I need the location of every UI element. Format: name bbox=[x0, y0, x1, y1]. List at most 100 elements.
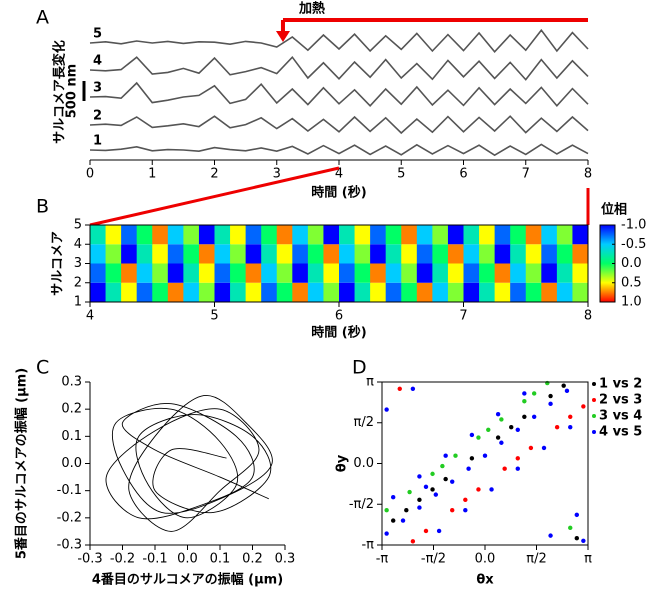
point bbox=[384, 407, 389, 412]
heat-cell bbox=[214, 225, 231, 245]
heat-cell bbox=[183, 225, 200, 245]
heat-cell bbox=[401, 225, 418, 245]
x-tick-label: 3 bbox=[273, 167, 281, 182]
heat-cell bbox=[556, 282, 573, 302]
point bbox=[423, 528, 429, 534]
point bbox=[515, 427, 520, 432]
heat-cell bbox=[167, 263, 184, 283]
point bbox=[499, 440, 504, 445]
heat-cell bbox=[525, 282, 542, 302]
x-tick-label: 5 bbox=[397, 167, 405, 182]
point bbox=[410, 539, 416, 544]
heat-cell bbox=[479, 282, 496, 302]
heat-cell bbox=[152, 244, 169, 264]
heat-cell bbox=[572, 244, 589, 264]
heat-cell bbox=[385, 282, 402, 302]
y-tick-label: 0.1 bbox=[61, 429, 82, 444]
x-axis-title: 時間 (秒) bbox=[311, 325, 366, 341]
heat-cell bbox=[198, 225, 215, 245]
heat-cell bbox=[494, 225, 511, 245]
heat-cell bbox=[354, 282, 371, 302]
point bbox=[463, 507, 468, 513]
x-tick-label: 4 bbox=[335, 167, 343, 182]
heat-cell bbox=[276, 263, 293, 283]
zoom-connector bbox=[89, 166, 340, 227]
heat-cell bbox=[105, 244, 122, 264]
heat-cell bbox=[230, 263, 247, 283]
heat-cell bbox=[198, 282, 215, 302]
heat-cell bbox=[261, 225, 278, 245]
heat-cell bbox=[292, 244, 309, 264]
heat-cell bbox=[261, 263, 278, 283]
legend-marker bbox=[592, 430, 596, 434]
heat-cell bbox=[167, 244, 184, 264]
panel-label: A bbox=[36, 7, 49, 29]
heat-cell bbox=[541, 263, 558, 283]
colorbar-title: 位相 bbox=[601, 202, 627, 218]
annotation: 加熱 bbox=[298, 1, 325, 17]
heat-cell bbox=[183, 244, 200, 264]
x-tick-label: -π bbox=[376, 552, 389, 567]
heat-cell bbox=[432, 263, 449, 283]
heat-cell bbox=[510, 225, 527, 245]
heat-cell bbox=[214, 282, 231, 302]
x-tick-label: 0.3 bbox=[275, 552, 296, 567]
heat-cell bbox=[541, 225, 558, 245]
point bbox=[548, 393, 553, 399]
heat-cell bbox=[416, 225, 433, 245]
heat-cell bbox=[463, 263, 480, 283]
point bbox=[486, 427, 491, 432]
point bbox=[443, 476, 448, 482]
point bbox=[433, 492, 439, 497]
trace bbox=[89, 143, 589, 157]
heat-cell bbox=[307, 282, 324, 302]
heat-cell bbox=[463, 225, 480, 245]
point bbox=[404, 507, 409, 513]
heat-cell bbox=[479, 244, 496, 264]
heat-cell bbox=[136, 244, 153, 264]
heat-cell bbox=[230, 244, 247, 264]
heat-cell bbox=[370, 282, 387, 302]
y-axis-title: サルコメア bbox=[51, 231, 66, 296]
x-tick-label: 0.0 bbox=[177, 552, 198, 567]
heat-cell bbox=[292, 225, 309, 245]
point bbox=[568, 525, 573, 531]
heat-cell bbox=[447, 263, 464, 283]
point bbox=[397, 386, 402, 391]
x-tick-label: π bbox=[584, 552, 592, 567]
panel-label: D bbox=[352, 357, 367, 379]
heat-cell bbox=[541, 244, 558, 264]
heat-cell bbox=[463, 282, 480, 302]
trace bbox=[89, 115, 589, 135]
heat-cell bbox=[245, 263, 262, 283]
heat-cell bbox=[292, 282, 309, 302]
colorbar-tick-label: 0.5 bbox=[621, 275, 642, 290]
point bbox=[390, 518, 396, 523]
heat-cell bbox=[214, 263, 231, 283]
x-tick-label: π/2 bbox=[526, 552, 546, 567]
heat-cell bbox=[494, 244, 511, 264]
x-tick-label: 6 bbox=[335, 309, 343, 324]
heat-cell bbox=[556, 244, 573, 264]
heat-cell bbox=[261, 244, 278, 264]
heat-cell bbox=[354, 263, 371, 283]
heat-cell bbox=[370, 225, 387, 245]
heat-cell bbox=[525, 263, 542, 283]
legend-label: 2 vs 3 bbox=[599, 393, 642, 408]
heat-cell bbox=[152, 282, 169, 302]
y-axis-title: サルコメア長変化 bbox=[52, 40, 68, 144]
y-tick-label: -π bbox=[361, 538, 374, 553]
heat-cell bbox=[416, 282, 433, 302]
heat-cell bbox=[556, 225, 573, 245]
point bbox=[574, 536, 580, 541]
point bbox=[469, 456, 475, 461]
point bbox=[450, 479, 455, 484]
heat-cell bbox=[121, 263, 138, 283]
heat-cell bbox=[510, 244, 527, 264]
point bbox=[515, 456, 520, 461]
heat-cell bbox=[525, 244, 542, 264]
legend-label: 4 vs 5 bbox=[599, 425, 642, 440]
heat-cell bbox=[525, 225, 542, 245]
point bbox=[410, 386, 416, 391]
heat-cell bbox=[385, 244, 402, 264]
